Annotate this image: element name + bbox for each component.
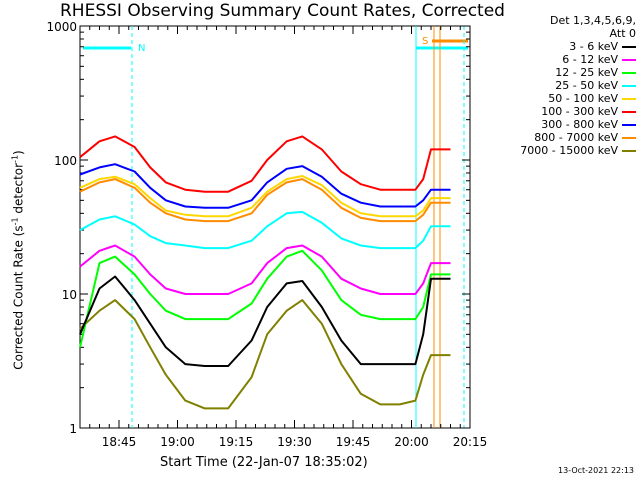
legend-label-1: 6 - 12 keV [562, 53, 618, 66]
legend-entry-5: 100 - 300 keV [478, 105, 636, 118]
legend-entry-2: 12 - 25 keV [478, 66, 636, 79]
legend-entry-3: 25 - 50 keV [478, 79, 636, 92]
legend-entry-4: 50 - 100 keV [478, 92, 636, 105]
legend-swatch-7 [622, 136, 636, 139]
legend-label-5: 100 - 300 keV [541, 105, 618, 118]
x-tick-label-4: 19:45 [336, 435, 371, 449]
legend-header-line-1: Det 1,3,4,5,6,9, [549, 14, 636, 27]
legend-entry-7: 800 - 7000 keV [478, 131, 636, 144]
legend-label-8: 7000 - 15000 keV [520, 144, 618, 157]
series-line-0 [79, 275, 451, 367]
y-axis-label-sup2: -1 [10, 154, 20, 163]
legend-label-6: 300 - 800 keV [541, 118, 618, 131]
y-tick-label-0: 1 [69, 422, 77, 436]
y-axis-label-end: ) [11, 150, 26, 155]
annotation-N-label: N [138, 43, 145, 54]
series-line-4 [79, 175, 451, 218]
series-line-3 [79, 210, 451, 250]
x-axis-label: Start Time (22-Jan-07 18:35:02) [160, 455, 368, 470]
legend-swatch-5 [622, 110, 636, 113]
legend-label-2: 12 - 25 keV [555, 66, 618, 79]
annotation-S-label: S [422, 36, 428, 47]
legend-entry-1: 6 - 12 keV [478, 53, 636, 66]
series-line-5 [79, 135, 451, 193]
legend-entry-6: 300 - 800 keV [478, 118, 636, 131]
legend-header-line-2: Att 0 [609, 27, 636, 40]
legend-label-3: 25 - 50 keV [555, 79, 618, 92]
chart-title: RHESSI Observing Summary Count Rates, Co… [60, 1, 505, 21]
x-tick-label-5: 20:00 [394, 435, 429, 449]
legend-swatch-6 [622, 123, 636, 126]
x-tick-label-0: 18:45 [102, 435, 137, 449]
legend-label-4: 50 - 100 keV [548, 92, 618, 105]
legend-label-7: 800 - 7000 keV [534, 131, 618, 144]
legend-swatch-2 [622, 71, 636, 74]
x-tick-label-1: 19:00 [160, 435, 195, 449]
y-axis-label-mid: detector [11, 162, 26, 218]
legend-swatch-0 [622, 45, 636, 48]
series-line-1 [79, 244, 451, 295]
series-line-2 [79, 249, 451, 348]
footer-timestamp: 13-Oct-2021 22:13 [558, 466, 634, 475]
y-axis-label-main: Corrected Count Rate (s [11, 225, 26, 370]
legend-swatch-8 [622, 149, 636, 152]
legend-label-0: 3 - 6 keV [569, 40, 618, 53]
series-line-8 [79, 299, 451, 410]
y-tick-label-2: 100 [54, 154, 77, 168]
series-line-7 [79, 178, 451, 223]
y-tick-label-1: 10 [62, 288, 77, 302]
y-axis-label-sup1: -1 [10, 217, 20, 226]
x-tick-label-2: 19:15 [219, 435, 254, 449]
legend: Det 1,3,4,5,6,9, Att 0 3 - 6 keV 6 - 12 k… [478, 14, 636, 157]
series-line-6 [79, 163, 451, 209]
legend-swatch-3 [622, 84, 636, 87]
legend-entry-0: 3 - 6 keV [478, 40, 636, 53]
x-tick-label-3: 19:30 [277, 435, 312, 449]
legend-swatch-4 [622, 97, 636, 100]
legend-swatch-1 [622, 58, 636, 61]
x-tick-label-6: 20:15 [453, 435, 488, 449]
legend-entry-8: 7000 - 15000 keV [478, 144, 636, 157]
y-tick-label-3: 1000 [46, 20, 77, 34]
